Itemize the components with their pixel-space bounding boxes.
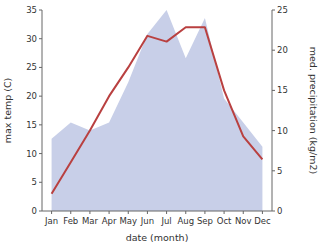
y-tick-label: 15 [26,120,37,130]
y2-tick-label: 5 [277,166,282,176]
y2-tick [272,170,275,171]
x-tick-label: Dec [254,216,271,226]
y-tick [39,67,42,68]
y2-tick-label: 25 [277,5,288,15]
y-tick-label: 0 [32,206,37,216]
x-tick [109,211,110,214]
x-tick [262,211,263,214]
y-tick [39,182,42,183]
x-tick-label: Aug [177,216,194,226]
y2-tick-label: 10 [277,126,288,136]
y2-tick [272,50,275,51]
x-tick [89,211,90,214]
x-tick-label: Feb [63,216,78,226]
temperature-line [52,27,263,194]
y-tick-label: 20 [26,91,37,101]
y-tick-label: 5 [32,177,37,187]
y-tick-label: 10 [26,149,37,159]
y2-tick [272,90,275,91]
x-tick-label: May [119,216,137,226]
x-tick [243,211,244,214]
x-tick-label: Nov [235,216,252,226]
y2-tick [272,10,275,11]
x-tick [51,211,52,214]
y-tick [39,153,42,154]
y-axis-line [42,10,43,211]
y2-tick-label: 15 [277,85,288,95]
marks [52,10,263,211]
y-tick [39,10,42,11]
y2-axis-title: med. precipitation (kg/m2) [308,47,318,174]
x-tick [185,211,186,214]
y2-tick [272,130,275,131]
x-tick [224,211,225,214]
y-tick-label: 35 [26,5,37,15]
x-tick-label: Jun [140,216,154,226]
x-tick [70,211,71,214]
x-tick-label: Apr [102,216,117,226]
y-axis-title: max temp (C) [2,78,13,144]
axes: Jan Feb MarAprMayJun Jul AugSep OctNovDec 0 5 10… [26,5,288,226]
y-tick [39,124,42,125]
x-tick [128,211,129,214]
y2-axis-line [272,10,273,211]
y-tick [39,211,42,212]
x-tick-label: Jul [160,216,171,226]
y-tick [39,96,42,97]
x-tick [147,211,148,214]
x-tick-label: Mar [82,216,99,226]
page: {"chart_data": {"type": "line", "xlabel"… [0,0,318,247]
x-axis-line [42,211,272,212]
y-tick [39,38,42,39]
y2-tick [272,211,275,212]
x-tick [166,211,167,214]
x-tick-label: Jan [44,216,58,226]
x-tick-label: Oct [217,216,232,226]
y-tick-label: 25 [26,62,37,72]
chart-container: Jan Feb MarAprMayJun Jul AugSep OctNovDec 0 5 10… [0,0,318,247]
y2-tick-label: 20 [277,45,288,55]
x-axis-title: date (month) [126,232,189,243]
y-tick-label: 30 [26,34,37,44]
precipitation-area [52,10,263,211]
x-tick [204,211,205,214]
chart-svg: Jan Feb MarAprMayJun Jul AugSep OctNovDec 0 5 10… [0,0,318,247]
y2-tick-label: 0 [277,206,282,216]
x-tick-label: Sep [197,216,213,226]
